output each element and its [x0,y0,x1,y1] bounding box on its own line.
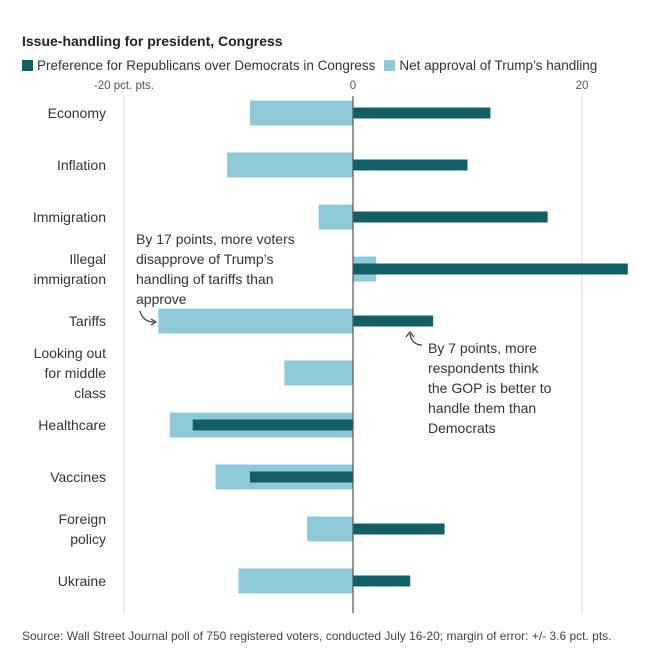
annotation-line: disapprove of Trump’s [136,251,274,267]
bar-trump-approval [284,360,353,386]
bar-republican-preference [353,263,628,275]
category-label: Ukraine [58,573,106,589]
bar-trump-approval [249,100,353,126]
bar-republican-preference [353,159,468,171]
category-label: policy [70,531,106,547]
bar-republican-preference [353,211,548,223]
annotation-arrow [409,333,423,346]
bar-republican-preference [353,315,434,327]
category-label: Immigration [33,209,106,225]
bar-republican-preference [249,471,353,483]
category-label: Tariffs [69,313,106,329]
category-label: Healthcare [38,417,106,433]
category-label: Looking out [34,345,107,361]
x-tick-label: -20 pct. pts. [94,80,154,92]
x-tick-label: 20 [576,80,589,92]
annotation-line: approve [136,291,187,307]
bar-trump-approval [227,152,353,178]
legend-label-light: Net approval of Trump’s handling [399,58,598,73]
annotation-line: handle them than [428,400,537,416]
bar-trump-approval [158,308,353,334]
bar-trump-approval [307,516,353,542]
bar-republican-preference [353,107,491,119]
annotation-line: By 7 points, more [428,340,537,356]
bar-trump-approval [318,204,353,230]
chart-title: Issue-handling for president, Congress [22,33,283,49]
annotation-line: By 17 points, more voters [136,231,295,247]
bar-trump-approval [238,568,353,594]
legend-swatch-light [384,60,396,71]
category-label: class [74,385,106,401]
category-label: Illegal [69,251,106,267]
annotation-arrowhead [150,318,158,326]
annotation-line: respondents think [428,360,539,376]
x-tick-label: 0 [350,80,356,92]
category-label: for middle [45,365,107,381]
category-label: Foreign [59,511,106,527]
legend: Preference for Republicans over Democrat… [22,58,606,73]
bar-republican-preference [192,419,353,431]
legend-swatch-dark [22,60,33,71]
category-label: Vaccines [50,469,106,485]
legend-label-dark: Preference for Republicans over Democrat… [37,58,376,73]
bar-republican-preference [353,523,445,535]
annotation-arrow [139,310,155,323]
annotation-line: Democrats [428,420,496,436]
category-label: immigration [34,271,106,287]
legend-item-trump-approval: Net approval of Trump’s handling [384,58,597,73]
annotation-tariffs-gop: By 7 points, more respondents think the … [428,338,551,438]
legend-item-republican-preference: Preference for Republicans over Democrat… [22,58,375,73]
source-note: Source: Wall Street Journal poll of 750 … [22,629,612,643]
annotation-line: the GOP is better to [428,380,552,396]
annotation-tariffs-approval: By 17 points, more voters disapprove of … [136,229,295,309]
category-label: Inflation [57,157,106,173]
annotation-arrowhead [405,331,415,338]
bar-republican-preference [353,575,411,587]
annotation-line: handling of tariffs than [136,271,274,287]
category-label: Economy [48,105,106,121]
